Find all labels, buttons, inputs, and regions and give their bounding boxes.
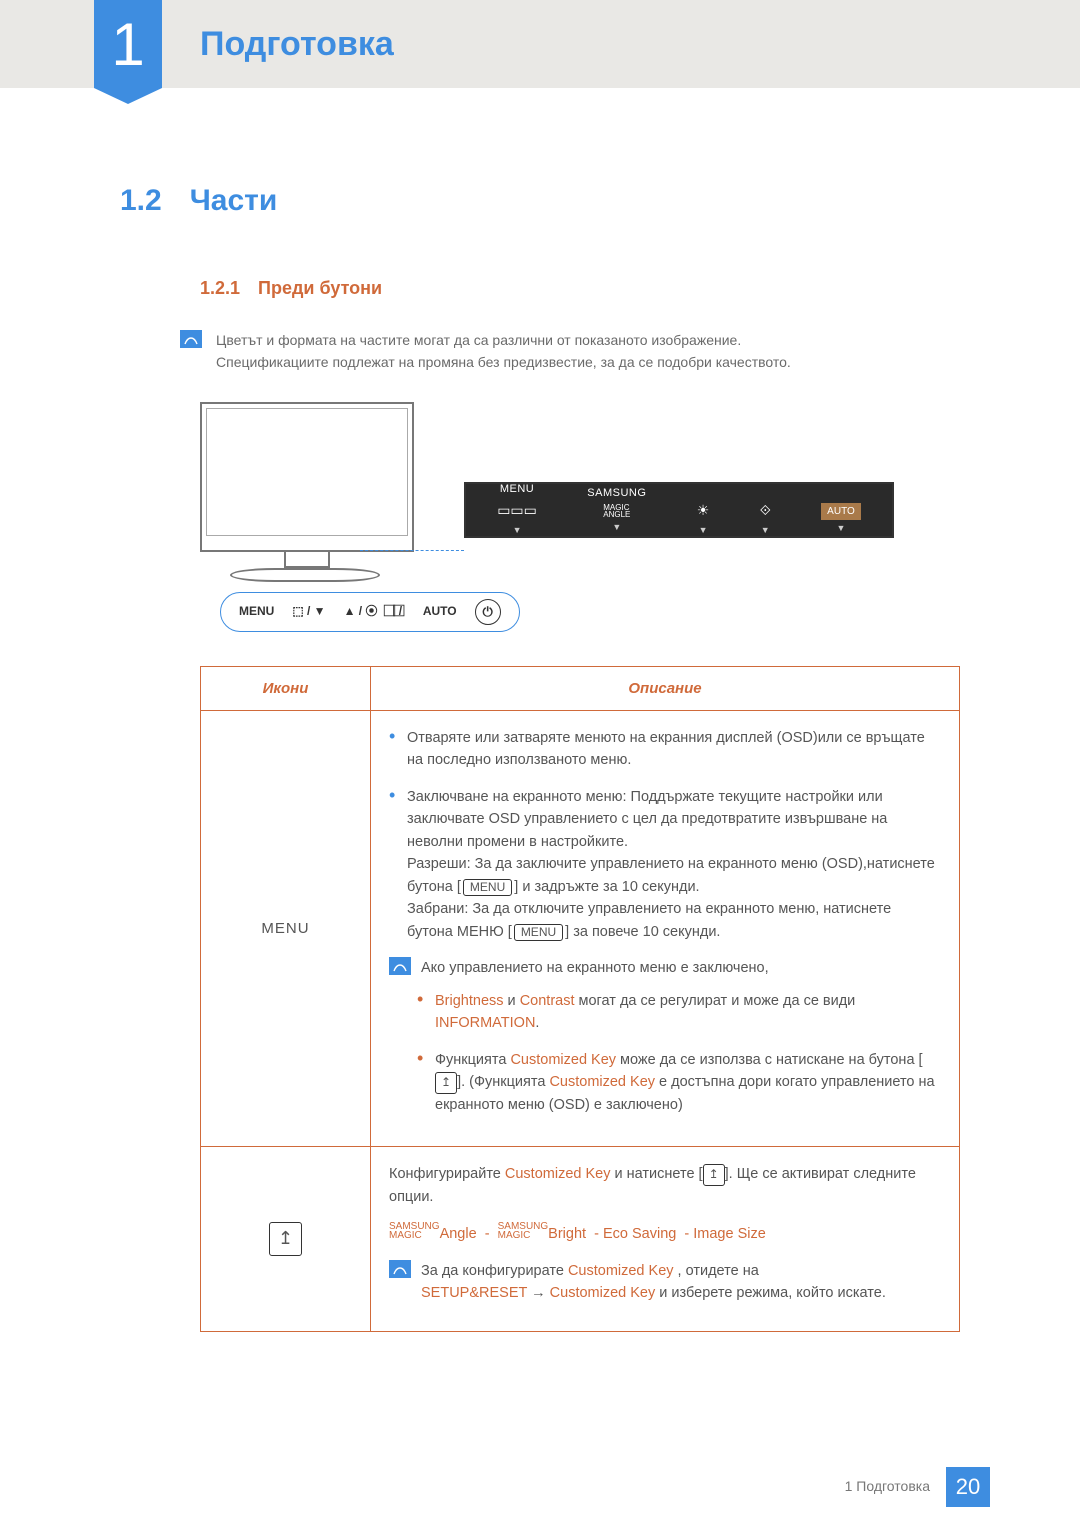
note-icon — [180, 330, 202, 348]
up-key-icon: ↥ — [269, 1222, 302, 1256]
section-number: 1.2 — [120, 178, 162, 225]
subsection-heading: 1.2.1 Преди бутони — [200, 275, 960, 303]
callout-line — [360, 550, 464, 551]
table-header-icons: Икони — [201, 666, 371, 710]
legend-power: ⏻ — [475, 599, 501, 625]
monitor-screen — [206, 408, 408, 536]
note-line: Цветът и формата на частите могат да са … — [216, 330, 791, 352]
inner-note: Ако управлението на екранното меню е зак… — [389, 957, 941, 979]
desc-bullet: Отваряте или затваряте менюто на екранни… — [389, 727, 941, 772]
legend-item: ▲ / ⦿ — [344, 602, 378, 621]
menu-key: MENU — [463, 879, 512, 897]
options-line: SAMSUNGMAGICAngle - SAMSUNGMAGICBright -… — [389, 1222, 941, 1245]
table-row: MENU Отваряте или затваряте менюто на ек… — [201, 711, 960, 1147]
samsung-magic-label: SAMSUNGMAGIC — [498, 1222, 549, 1240]
legend-item: ⬚ / ▼ — [292, 602, 325, 621]
up-key-icon: ↥ — [703, 1164, 725, 1186]
inner-note: За да конфигурирате Customized Key , оти… — [389, 1260, 941, 1305]
up-key-icon: ↥ — [435, 1072, 457, 1094]
section-heading: 1.2 Части — [120, 178, 960, 225]
note-text: Цветът и формата на частите могат да са … — [216, 330, 791, 373]
note-block: Цветът и формата на частите могат да са … — [180, 330, 960, 373]
menu-key: MENU — [514, 924, 563, 942]
table-row: ↥ Конфигурирайте Customized Key и натисн… — [201, 1147, 960, 1331]
button-bar-closeup: MENU ▭▭▭ ▼ SAMSUNG MAGICANGLE ▼ ☀ ▼ ⟐ — [464, 482, 894, 538]
legend-auto: AUTO — [423, 602, 457, 621]
note-icon — [389, 1260, 411, 1278]
desc-sub-bullet: Функцията Customized Key може да се изпо… — [417, 1049, 941, 1117]
desc-menu-cell: Отваряте или затваряте менюто на екранни… — [371, 711, 960, 1147]
btn-menu: MENU ▭▭▭ ▼ — [497, 481, 537, 538]
icon-customkey-cell: ↥ — [201, 1147, 371, 1331]
chapter-header: 1 Подготовка — [0, 0, 1080, 88]
icon-menu-cell: MENU — [201, 711, 371, 1147]
subsection-number: 1.2.1 — [200, 275, 240, 303]
subsection-title: Преди бутони — [258, 275, 382, 303]
btn-source: ⟐ ▼ — [760, 481, 771, 538]
legend-item: ⃞ / ⃞ — [395, 602, 404, 621]
table-header-desc: Описание — [371, 666, 960, 710]
desc-sub-bullet: Brightness и Contrast могат да се регули… — [417, 990, 941, 1035]
monitor-outline — [200, 402, 414, 552]
legend-menu: MENU — [239, 602, 274, 621]
section-title: Части — [190, 178, 278, 225]
page-footer: 1 Подготовка 20 — [0, 1467, 1080, 1507]
icons-description-table: Икони Описание MENU Отваряте или затваря… — [200, 666, 960, 1332]
button-legend: MENU ⬚ / ▼ ▲ / ⦿ ⃞ / ⃞ AUTO ⏻ — [220, 592, 520, 632]
monitor-stand — [284, 552, 330, 568]
btn-brightness: ☀ ▼ — [697, 481, 710, 538]
monitor-base — [230, 568, 380, 582]
chapter-number-badge: 1 — [94, 0, 162, 88]
footer-chapter: 1 Подготовка — [845, 1476, 930, 1498]
btn-auto: AUTO ▼ — [821, 484, 861, 536]
desc-bullet: Заключване на екранното меню: Поддържате… — [389, 786, 941, 943]
monitor-diagram: MENU ▭▭▭ ▼ SAMSUNG MAGICANGLE ▼ ☀ ▼ ⟐ — [200, 402, 900, 632]
note-line: Спецификациите подлежат на промяна без п… — [216, 352, 791, 374]
page-number: 20 — [946, 1467, 990, 1507]
chapter-title: Подготовка — [200, 18, 394, 71]
note-icon — [389, 957, 411, 975]
desc-customkey-cell: Конфигурирайте Customized Key и натиснет… — [371, 1147, 960, 1331]
chapter-number: 1 — [111, 0, 144, 91]
btn-magic-angle: SAMSUNG MAGICANGLE ▼ — [587, 485, 646, 534]
samsung-magic-label: SAMSUNGMAGIC — [389, 1222, 440, 1240]
